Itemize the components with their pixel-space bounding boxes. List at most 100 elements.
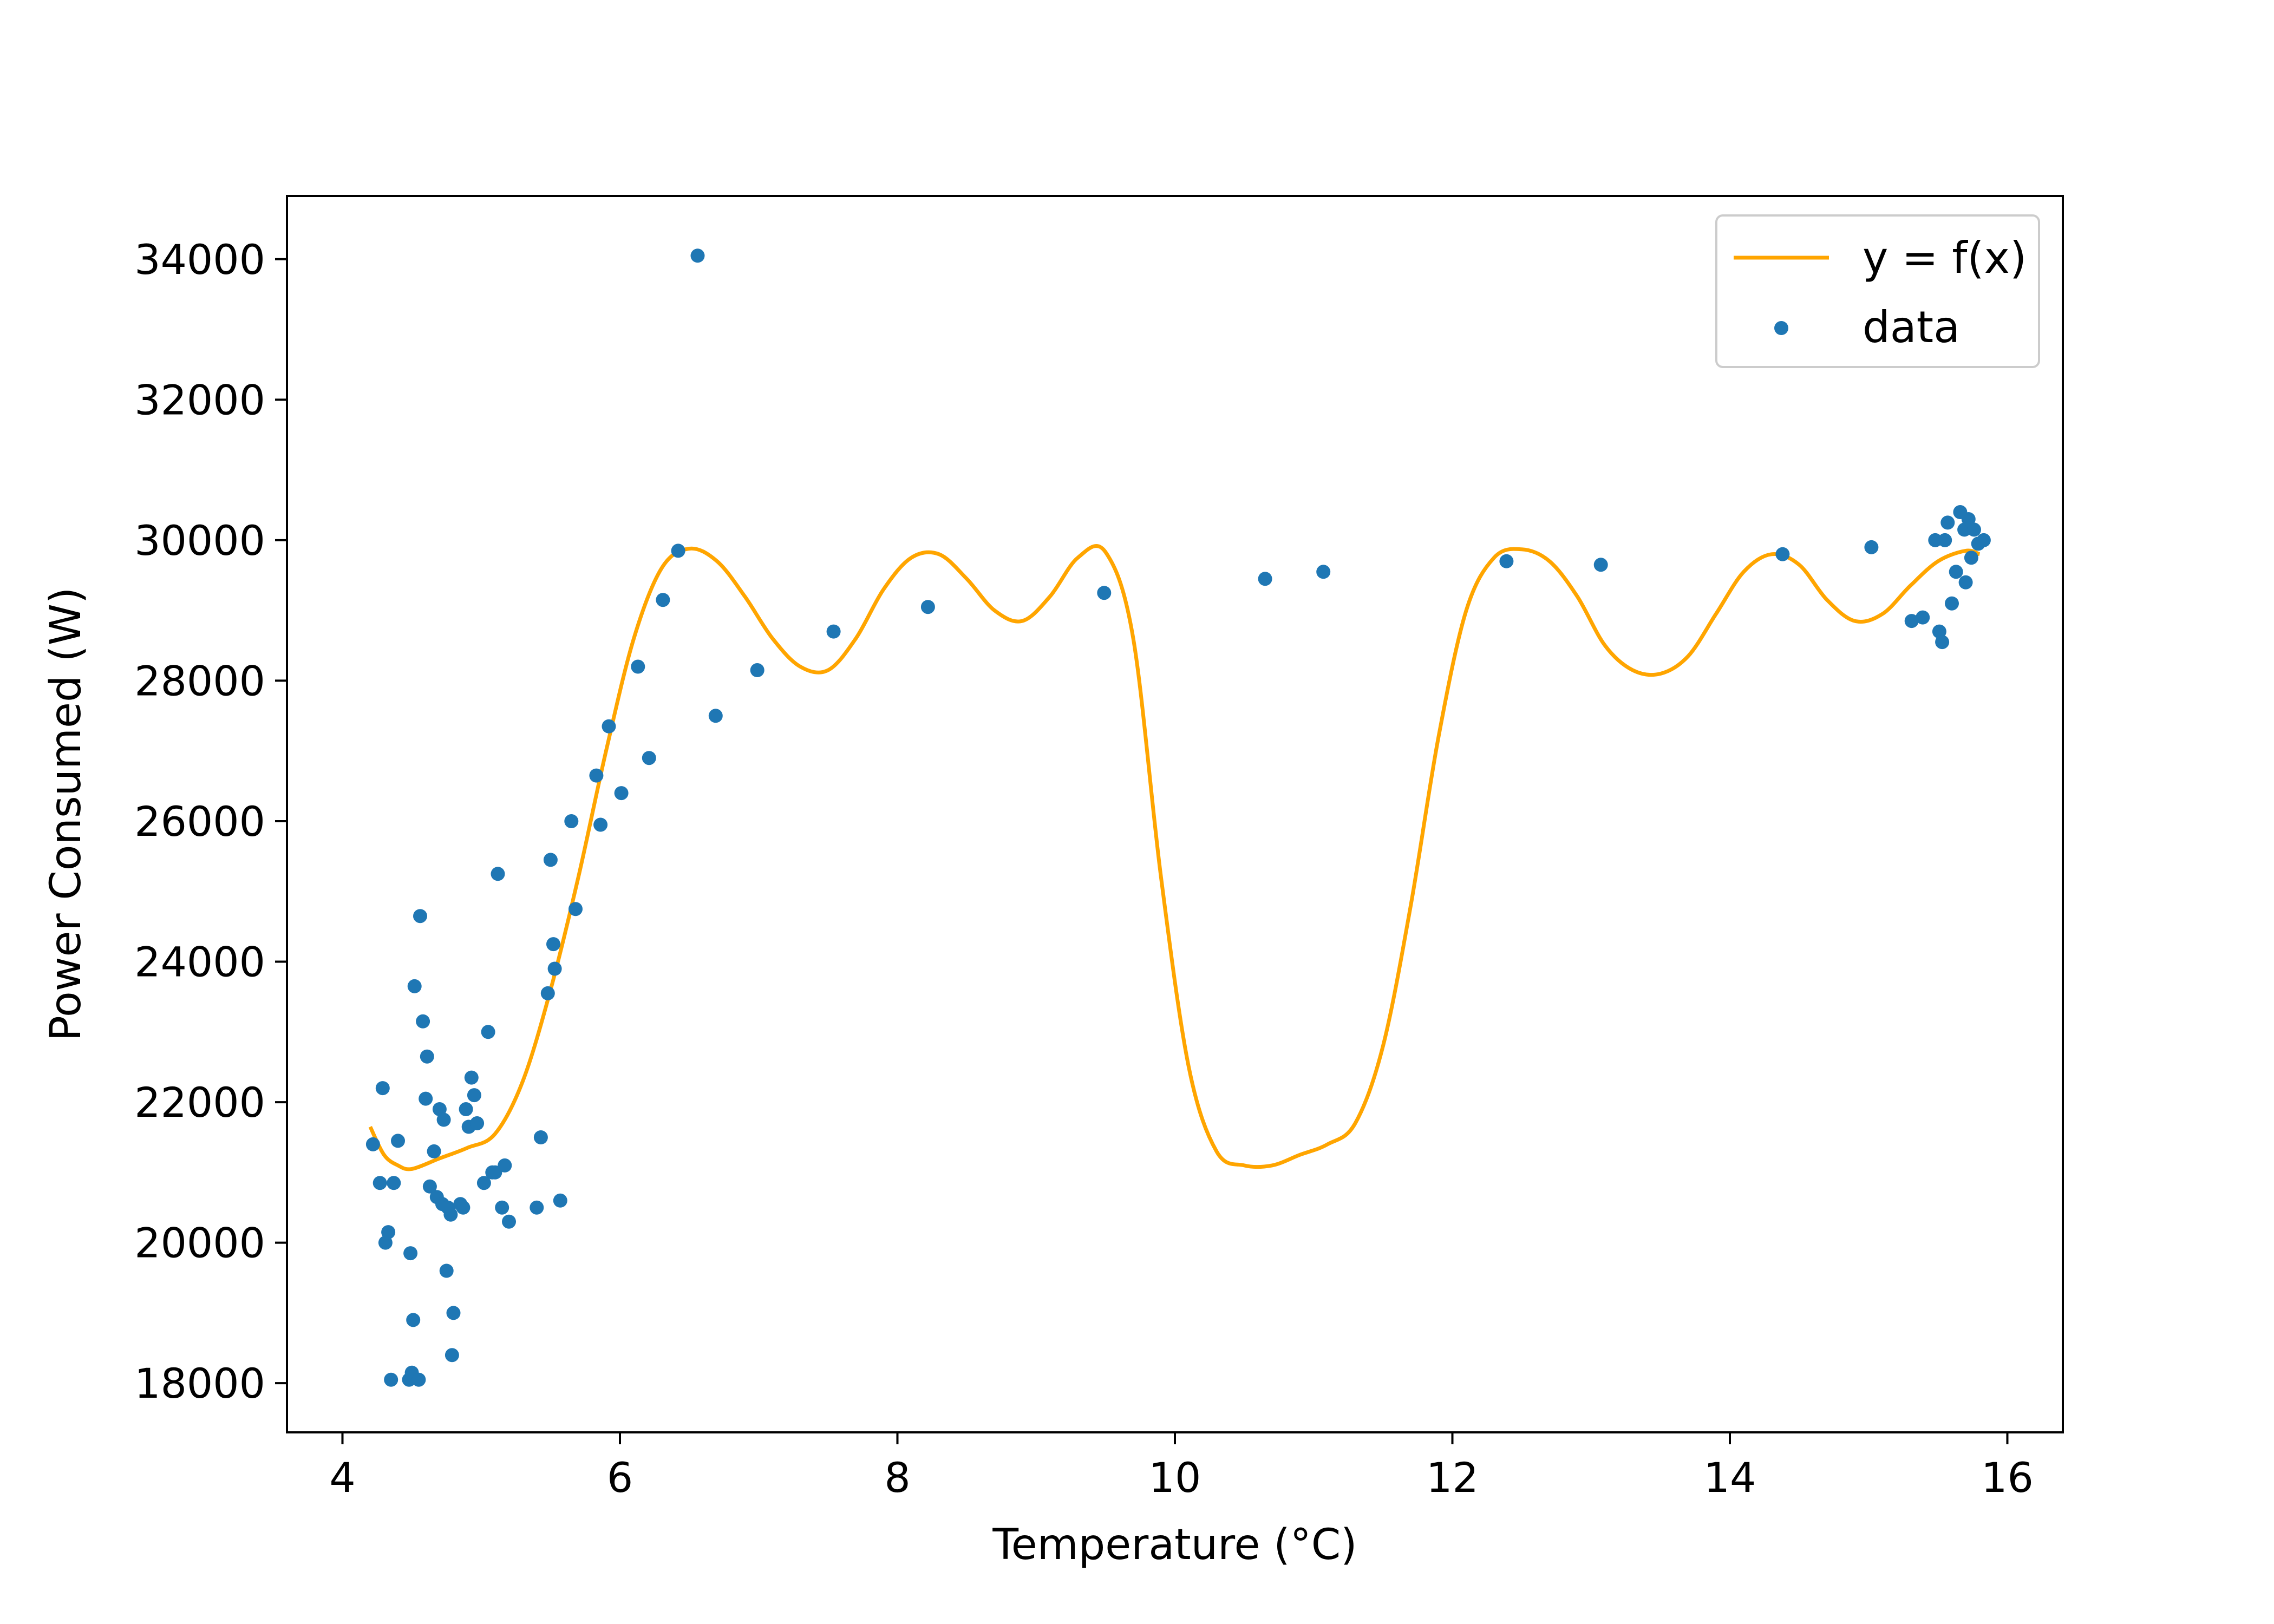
data-point: [1499, 554, 1514, 568]
data-point: [631, 659, 645, 674]
data-point: [498, 1158, 512, 1173]
data-point: [502, 1214, 516, 1229]
data-point: [1938, 533, 1952, 547]
data-point: [391, 1134, 405, 1148]
data-point: [481, 1025, 495, 1039]
fitted-curve-line: [368, 544, 1981, 1171]
x-tick-label: 6: [607, 1453, 633, 1502]
y-tick-label: 28000: [134, 657, 265, 705]
data-point: [373, 1176, 387, 1190]
data-point: [1316, 565, 1331, 579]
x-tick-label: 8: [884, 1453, 910, 1502]
data-point: [1932, 624, 1946, 639]
data-point: [1593, 558, 1608, 572]
y-axis-ticks: 18000 20000 22000 24000 26000 28000 30000 32000…: [134, 235, 287, 1407]
data-point: [1258, 572, 1272, 586]
legend-box: [1715, 214, 2040, 368]
y-tick-label: 30000: [134, 516, 265, 565]
data-point: [1904, 614, 1919, 628]
data-point: [420, 1049, 434, 1064]
data-point: [375, 1081, 390, 1096]
data-point: [413, 909, 427, 924]
data-point: [547, 961, 562, 976]
data-point: [1964, 551, 1978, 565]
data-point: [546, 937, 560, 952]
legend-data-label: data: [1863, 302, 1960, 352]
data-point: [602, 719, 616, 734]
x-axis-label: Temperature (°C): [992, 1521, 1357, 1569]
data-point: [470, 1116, 485, 1130]
data-point: [1775, 547, 1790, 561]
data-point: [459, 1102, 473, 1116]
y-tick-label: 32000: [134, 376, 265, 424]
data-point: [530, 1200, 544, 1215]
data-point: [387, 1176, 401, 1190]
data-point: [439, 1263, 454, 1278]
data-point: [553, 1193, 567, 1208]
data-point: [614, 786, 629, 801]
y-tick-label: 34000: [134, 235, 265, 284]
y-tick-label: 26000: [134, 797, 265, 846]
data-point: [381, 1225, 396, 1240]
data-point: [1961, 512, 1976, 526]
x-axis-ticks: 4 6 8 10 12 14 16: [329, 1432, 2034, 1502]
data-point: [467, 1088, 481, 1103]
data-point: [495, 1200, 509, 1215]
data-point: [1945, 596, 1959, 611]
x-tick-label: 14: [1704, 1453, 1756, 1502]
data-point: [533, 1130, 548, 1144]
y-tick-label: 20000: [134, 1219, 265, 1267]
data-point: [427, 1144, 441, 1158]
data-point: [378, 1235, 393, 1250]
data-point: [593, 817, 608, 832]
data-point: [1928, 533, 1943, 547]
data-point: [416, 1014, 430, 1029]
data-point: [568, 902, 583, 916]
data-point: [432, 1102, 447, 1116]
data-point: [488, 1165, 502, 1180]
data-point: [443, 1207, 458, 1222]
data-point: [384, 1372, 398, 1387]
data-point: [491, 867, 505, 881]
data-point: [1097, 586, 1112, 600]
data-point: [446, 1306, 461, 1320]
data-point: [1935, 635, 1950, 650]
data-point: [456, 1200, 471, 1215]
y-tick-label: 24000: [134, 938, 265, 986]
data-point: [589, 768, 604, 783]
legend-point-swatch: [1774, 321, 1788, 335]
data-point: [690, 248, 705, 263]
data-point: [564, 814, 579, 828]
data-point: [1976, 533, 1991, 547]
data-point: [1916, 610, 1930, 625]
data-point: [406, 1313, 421, 1327]
fitted-curve-layer: [368, 544, 1981, 1171]
legend: y = f(x) data: [1715, 214, 2040, 368]
data-point: [1940, 515, 1955, 530]
data-point: [422, 1179, 437, 1194]
data-point: [750, 663, 764, 677]
data-point: [708, 709, 723, 723]
data-point: [826, 624, 841, 639]
data-point: [1864, 540, 1879, 554]
data-point: [642, 751, 656, 765]
data-point: [403, 1246, 418, 1261]
y-axis-label: Power Consumed (W): [42, 587, 90, 1042]
y-tick-label: 22000: [134, 1078, 265, 1127]
data-point: [407, 979, 422, 993]
data-point: [1958, 575, 1973, 590]
x-tick-label: 12: [1426, 1453, 1479, 1502]
data-point: [671, 543, 685, 558]
data-point: [436, 1112, 451, 1127]
y-tick-label: 18000: [134, 1359, 265, 1407]
data-point: [656, 593, 670, 607]
data-point: [1967, 522, 1981, 537]
x-tick-label: 16: [1981, 1453, 2034, 1502]
data-point: [411, 1372, 426, 1387]
data-point: [445, 1348, 459, 1363]
legend-curve-label: y = f(x): [1863, 233, 2027, 283]
x-tick-label: 10: [1149, 1453, 1201, 1502]
data-point: [365, 1137, 380, 1151]
x-tick-label: 4: [329, 1453, 355, 1502]
